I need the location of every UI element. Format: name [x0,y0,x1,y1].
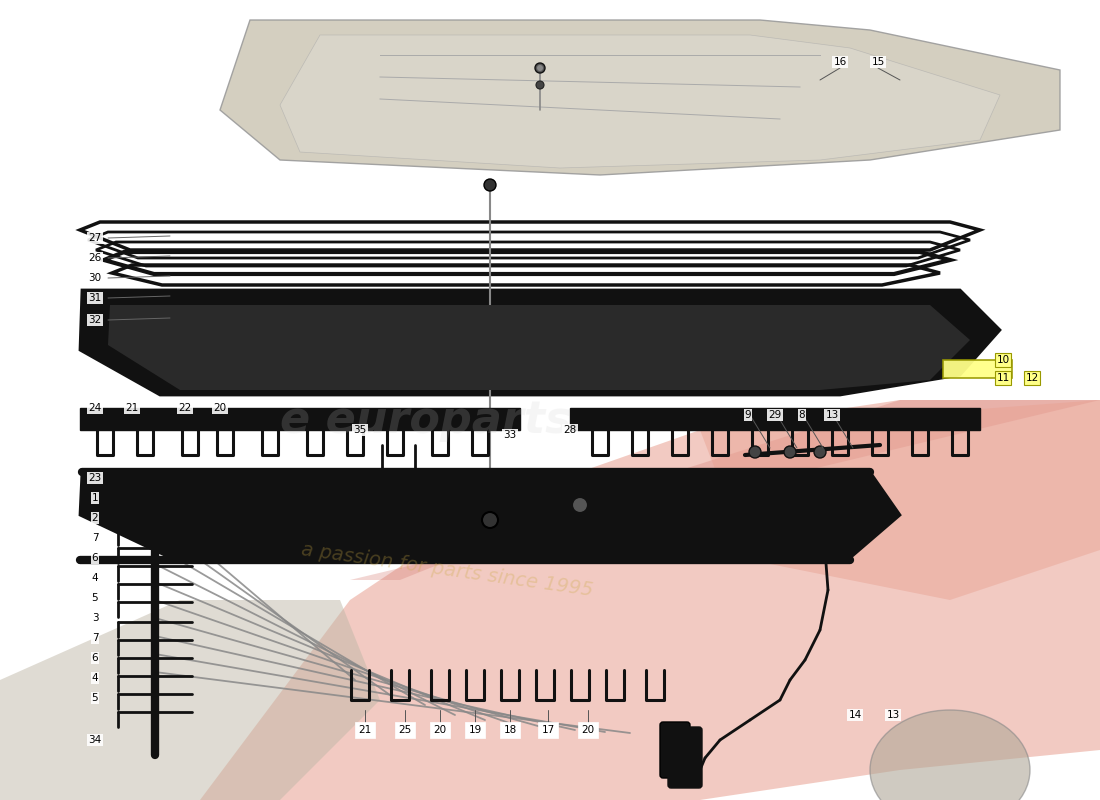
Circle shape [536,81,544,89]
Text: a passion for parts since 1995: a passion for parts since 1995 [300,540,594,600]
Text: 20: 20 [582,725,595,735]
Polygon shape [350,400,1100,580]
Text: 22: 22 [178,403,191,413]
Polygon shape [200,400,1100,800]
Text: 31: 31 [88,293,101,303]
Polygon shape [220,20,1060,175]
Text: 23: 23 [88,473,101,483]
FancyBboxPatch shape [943,360,1012,378]
Text: 3: 3 [91,613,98,623]
Text: 33: 33 [504,430,517,440]
Circle shape [749,446,761,458]
FancyBboxPatch shape [668,727,702,788]
Circle shape [537,65,543,71]
Text: 25: 25 [398,725,411,735]
Circle shape [535,63,544,73]
Polygon shape [80,408,520,430]
Text: 5: 5 [91,593,98,603]
Text: 10: 10 [997,355,1010,365]
Text: 7: 7 [91,633,98,643]
Polygon shape [0,600,379,800]
Circle shape [484,179,496,191]
Text: 1: 1 [91,493,98,503]
Text: 35: 35 [353,425,366,435]
Text: 4: 4 [91,673,98,683]
Text: 21: 21 [125,403,139,413]
Text: 28: 28 [563,425,576,435]
Text: 20: 20 [433,725,447,735]
FancyBboxPatch shape [660,722,690,778]
Text: 27: 27 [88,233,101,243]
Text: 18: 18 [504,725,517,735]
Text: 6: 6 [91,553,98,563]
Text: 30: 30 [88,273,101,283]
Polygon shape [280,35,1000,168]
Polygon shape [80,472,900,560]
Text: 8: 8 [799,410,805,420]
Text: 4: 4 [91,573,98,583]
Polygon shape [108,305,970,390]
Text: 9: 9 [745,410,751,420]
Text: 15: 15 [871,57,884,67]
Text: 21: 21 [359,725,372,735]
Text: 32: 32 [88,315,101,325]
Text: 16: 16 [834,57,847,67]
Text: 5: 5 [91,693,98,703]
Text: 12: 12 [1025,373,1038,383]
Text: 17: 17 [541,725,554,735]
Polygon shape [98,485,874,550]
Text: 11: 11 [997,373,1010,383]
Ellipse shape [870,710,1030,800]
Polygon shape [700,400,1100,600]
Text: 14: 14 [848,710,861,720]
Text: 34: 34 [88,735,101,745]
Polygon shape [570,408,980,430]
Circle shape [482,512,498,528]
Text: 24: 24 [88,403,101,413]
Circle shape [572,497,588,513]
Circle shape [814,446,826,458]
Text: 26: 26 [88,253,101,263]
Text: 6: 6 [91,653,98,663]
Circle shape [784,446,796,458]
Text: 20: 20 [213,403,227,413]
Polygon shape [80,290,1000,395]
Text: 7: 7 [91,533,98,543]
Text: 29: 29 [769,410,782,420]
Text: e europarts: e europarts [280,398,572,442]
Text: 13: 13 [887,710,900,720]
Text: 2: 2 [91,513,98,523]
Text: 19: 19 [469,725,482,735]
Text: 13: 13 [825,410,838,420]
